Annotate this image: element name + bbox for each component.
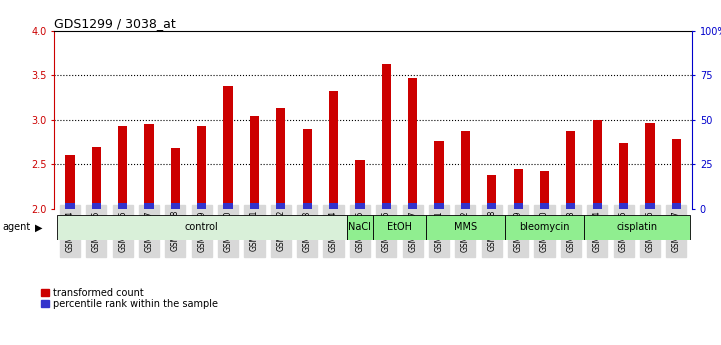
Bar <box>435 141 443 209</box>
Text: agent: agent <box>2 223 30 232</box>
Bar <box>224 86 233 209</box>
Bar <box>540 171 549 209</box>
Text: MMS: MMS <box>454 223 477 232</box>
Bar <box>144 203 154 209</box>
Bar <box>381 64 391 209</box>
Text: control: control <box>185 223 218 232</box>
Bar <box>645 203 655 209</box>
Bar <box>250 203 259 209</box>
Bar <box>329 91 338 209</box>
Bar <box>645 124 655 209</box>
Bar <box>593 120 602 209</box>
Bar <box>197 203 206 209</box>
Bar <box>276 108 286 209</box>
Bar <box>92 147 101 209</box>
Bar <box>672 139 681 209</box>
Bar <box>487 203 496 209</box>
Bar <box>197 126 206 209</box>
Bar <box>66 155 74 209</box>
Bar <box>66 203 74 209</box>
Bar <box>435 203 443 209</box>
Bar <box>584 215 689 240</box>
Bar <box>461 203 470 209</box>
Bar <box>118 203 127 209</box>
Bar <box>250 116 259 209</box>
Bar <box>540 203 549 209</box>
Bar <box>381 203 391 209</box>
Bar <box>408 78 417 209</box>
Bar <box>566 131 575 209</box>
Bar <box>303 203 311 209</box>
Bar <box>347 215 373 240</box>
Text: GDS1299 / 3038_at: GDS1299 / 3038_at <box>54 17 176 30</box>
Bar <box>461 130 470 209</box>
Bar <box>92 203 101 209</box>
Text: EtOH: EtOH <box>387 223 412 232</box>
Bar <box>619 203 628 209</box>
Bar <box>171 148 180 209</box>
Bar <box>144 124 154 209</box>
Bar <box>619 143 628 209</box>
Bar <box>303 129 311 209</box>
Text: bleomycin: bleomycin <box>519 223 570 232</box>
Bar <box>355 160 365 209</box>
Text: cisplatin: cisplatin <box>616 223 658 232</box>
Bar <box>224 203 233 209</box>
Bar <box>487 175 496 209</box>
Bar <box>373 215 426 240</box>
Bar <box>355 203 365 209</box>
Bar <box>171 203 180 209</box>
Bar <box>672 203 681 209</box>
Bar <box>513 169 523 209</box>
Text: ▶: ▶ <box>35 223 42 232</box>
Bar <box>426 215 505 240</box>
Bar <box>513 203 523 209</box>
Bar <box>566 203 575 209</box>
Bar <box>118 126 127 209</box>
Bar <box>408 203 417 209</box>
Legend: transformed count, percentile rank within the sample: transformed count, percentile rank withi… <box>41 288 218 309</box>
Bar <box>329 203 338 209</box>
Text: NaCl: NaCl <box>348 223 371 232</box>
Bar <box>276 203 286 209</box>
Bar <box>505 215 584 240</box>
Bar <box>593 203 602 209</box>
Bar <box>57 215 347 240</box>
